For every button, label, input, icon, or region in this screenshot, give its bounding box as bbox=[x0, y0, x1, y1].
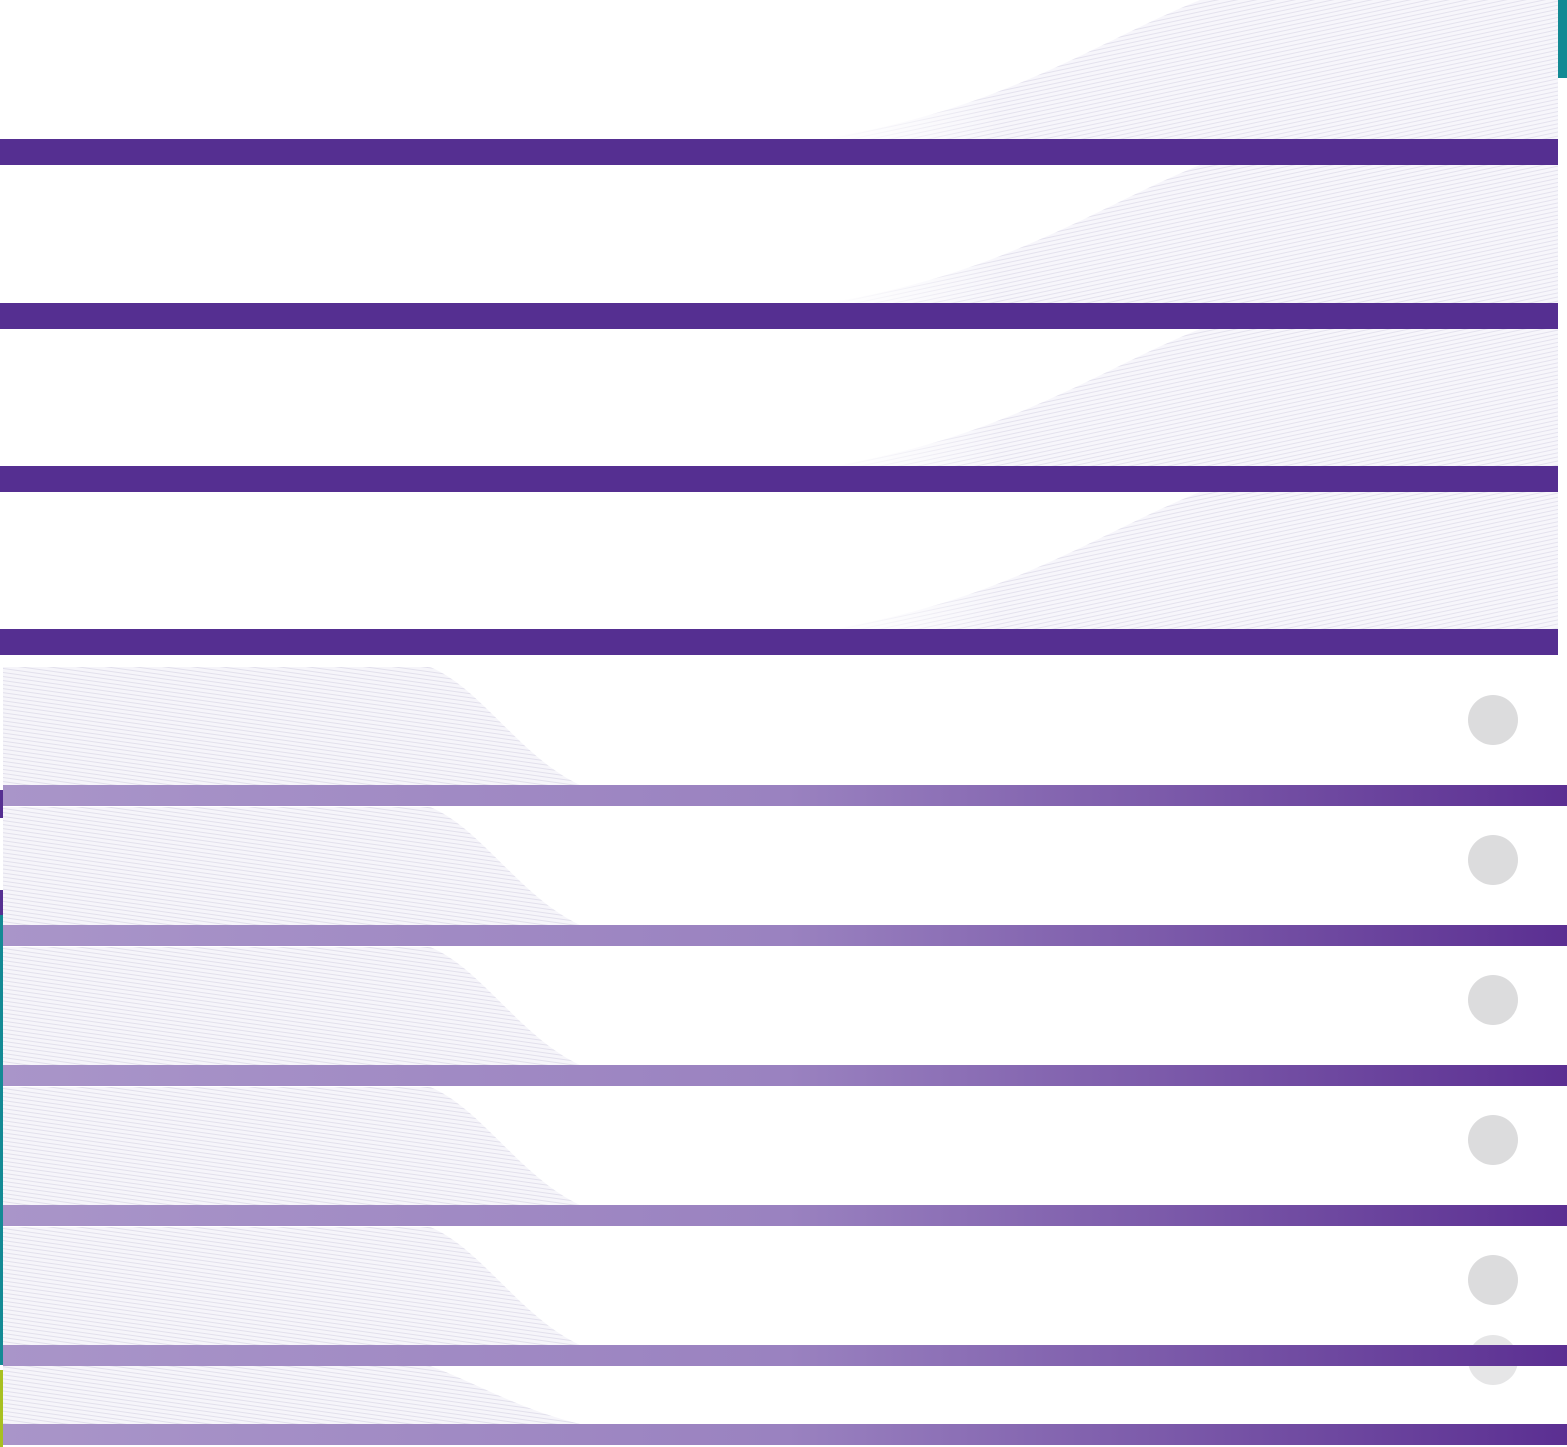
row bbox=[3, 1087, 1567, 1226]
edge-mark bbox=[0, 915, 3, 1365]
accent-bar bbox=[1558, 0, 1567, 78]
divider-bar bbox=[0, 466, 1558, 492]
row bbox=[3, 947, 1567, 1086]
divider-bar bbox=[0, 303, 1558, 329]
divider-bar bbox=[0, 629, 1558, 655]
divider-bar bbox=[3, 1345, 1567, 1366]
top-section bbox=[0, 0, 1567, 655]
edge-mark bbox=[0, 1370, 3, 1447]
divider-bar bbox=[3, 1424, 1567, 1445]
row bbox=[3, 807, 1567, 946]
bottom-section bbox=[0, 667, 1567, 1447]
edge-mark bbox=[0, 890, 3, 915]
row bbox=[3, 667, 1567, 806]
divider-bar bbox=[0, 139, 1558, 165]
page: (() => { const data = JSON.parse(documen… bbox=[0, 0, 1567, 1447]
edge-mark bbox=[0, 790, 3, 818]
screen bbox=[0, 0, 1567, 1447]
